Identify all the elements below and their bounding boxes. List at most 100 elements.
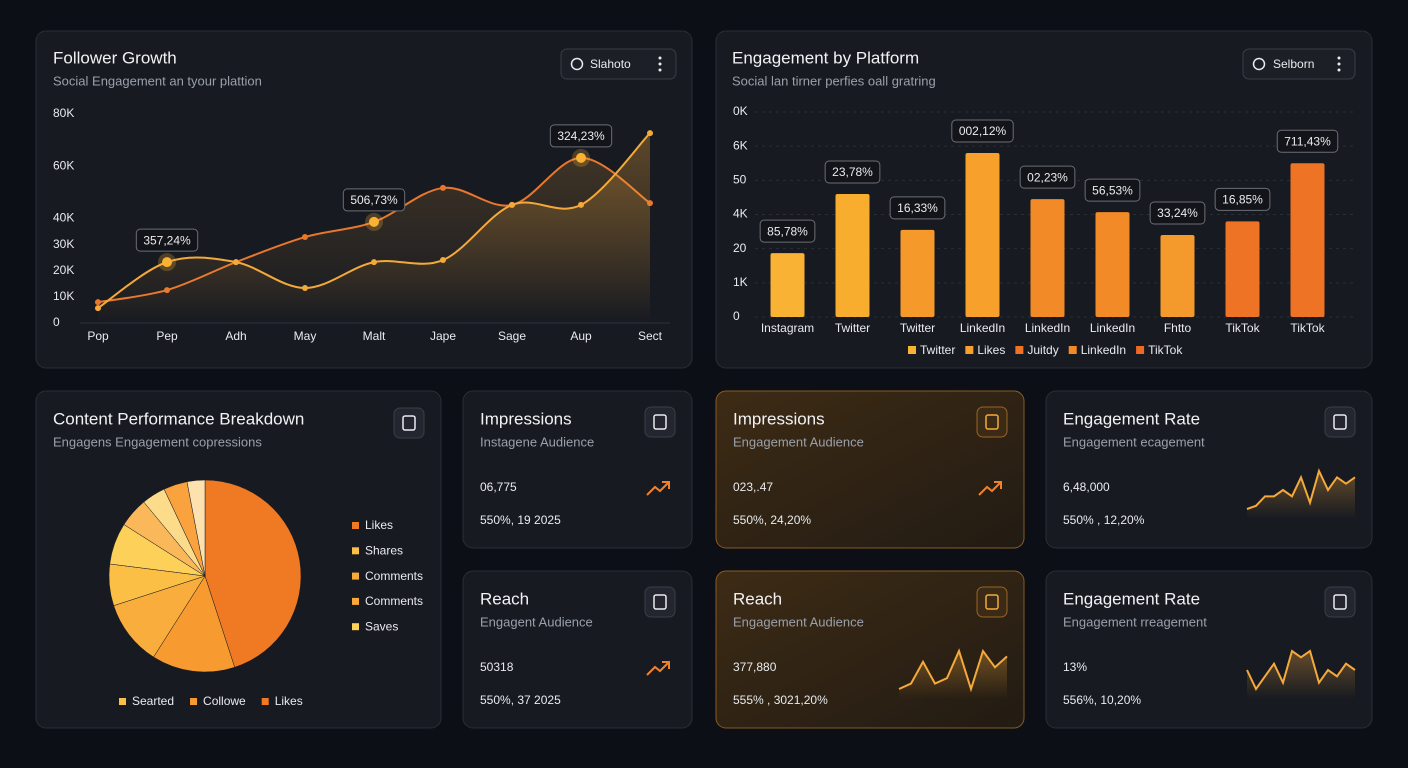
annotation: 324,23%: [549, 124, 613, 148]
annotation-label: 357,24%: [143, 233, 191, 247]
legend-label: Saves: [365, 619, 398, 633]
bar: [965, 153, 1000, 317]
card-subtitle: Engagement ecagement: [1063, 434, 1205, 449]
annotation-box: [889, 196, 946, 220]
annotation-box: [824, 160, 881, 184]
x-tick-label: Sage: [498, 329, 526, 343]
card-subtitle: Engagement Audience: [733, 434, 864, 449]
legend-swatch: [908, 346, 916, 354]
x-tick-label: Malt: [363, 329, 386, 343]
point: [578, 201, 584, 208]
button-label[interactable]: Slahoto: [590, 57, 631, 71]
kpi-card: Reach Engagement Audience 377,880 555% , 30…: [715, 570, 1025, 729]
card-value: 13%: [1063, 660, 1087, 674]
icon-frame[interactable]: [393, 407, 425, 439]
card-title: Reach: [480, 589, 529, 608]
icon-frame[interactable]: [644, 586, 676, 618]
highlight-point: [576, 152, 586, 163]
legend-label: Comments: [365, 594, 423, 608]
legend-swatch: [190, 698, 198, 705]
icon: [985, 594, 999, 610]
trend-icon: [646, 481, 670, 496]
y-tick-label: 10K: [53, 289, 74, 303]
icon: [653, 594, 667, 610]
point: [95, 305, 101, 312]
x-tick-label: LinkedIn: [960, 321, 1005, 335]
icon: [402, 415, 416, 431]
y-tick-label: 20K: [53, 263, 74, 277]
x-tick-label: Pep: [156, 329, 178, 343]
point: [302, 234, 308, 241]
card-title: Reach: [733, 589, 782, 608]
icon: [570, 57, 584, 71]
card-title: Impressions: [733, 409, 825, 428]
annotation-label: 506,73%: [350, 193, 398, 207]
legend-swatch: [1136, 346, 1145, 354]
panel-subtitle: Social Engagement an tyour plattion: [53, 73, 262, 88]
button[interactable]: Selborn: [1242, 48, 1356, 80]
point: [509, 201, 515, 208]
annotation: 357,24%: [135, 228, 199, 252]
trend-icon: [646, 661, 670, 676]
icon-button[interactable]: [393, 407, 425, 439]
button[interactable]: Slahoto: [560, 48, 677, 80]
icon-frame[interactable]: [1324, 406, 1356, 438]
legend-label: Searted: [132, 694, 174, 708]
annotation: 56,53%: [1084, 178, 1141, 202]
annotation-box: [759, 219, 816, 243]
annotation-label: 33,24%: [1157, 206, 1198, 220]
y-tick-label: 30K: [53, 237, 74, 251]
button-frame[interactable]: [560, 48, 677, 80]
legend-swatch: [1015, 346, 1024, 354]
x-tick-label: TikTok: [1290, 321, 1325, 335]
icon: [1337, 62, 1341, 66]
card-value: 023,.47: [733, 480, 773, 494]
bar: [1225, 221, 1260, 317]
point: [647, 130, 653, 137]
card-frame: [462, 570, 693, 729]
card-value: 6,48,000: [1063, 480, 1110, 494]
annotation-label: 02,23%: [1027, 170, 1068, 184]
card-subtitle: Engagement rreagement: [1063, 614, 1207, 629]
bar: [770, 253, 805, 317]
card-footer: 550%, 24,20%: [733, 513, 811, 527]
pie-slice: [204, 479, 302, 668]
icon-frame[interactable]: [644, 406, 676, 438]
x-tick-label: TikTok: [1225, 321, 1260, 335]
sparkline-area: [1247, 471, 1355, 519]
annotation-box: [1084, 178, 1141, 202]
y-tick-label: 0: [733, 309, 740, 323]
icon-frame[interactable]: [976, 586, 1008, 618]
legend-label: Likes: [977, 343, 1005, 357]
icon-frame[interactable]: [976, 406, 1008, 438]
button-label[interactable]: Selborn: [1273, 57, 1314, 71]
card-title: Impressions: [480, 409, 572, 428]
icon: [658, 68, 662, 72]
annotation-label: 56,53%: [1092, 183, 1133, 197]
legend-label: Collowe: [203, 694, 246, 708]
annotation-box: [135, 228, 199, 252]
legend-swatch: [352, 547, 359, 555]
y-tick-label: 1K: [733, 275, 748, 289]
legend-label: LinkedIn: [1081, 343, 1126, 357]
bar: [1160, 235, 1195, 317]
pie-slice: [153, 575, 235, 673]
icon: [658, 56, 662, 60]
legend-swatch: [352, 623, 359, 631]
bar: [1290, 163, 1325, 317]
point: [440, 257, 446, 264]
x-tick-label: Adh: [225, 329, 246, 343]
legend-swatch: [352, 597, 359, 605]
icon-frame[interactable]: [1324, 586, 1356, 618]
x-tick-label: Fhtto: [1164, 321, 1192, 335]
sparkline-area: [1247, 651, 1355, 699]
annotation-label: 23,78%: [832, 165, 873, 179]
panel-title: Engagement by Platform: [732, 48, 919, 67]
annotation-box: [1149, 201, 1206, 225]
card-footer: 550% , 12,20%: [1063, 513, 1145, 527]
button-frame[interactable]: [1242, 48, 1356, 80]
y-tick-label: 0K: [733, 104, 748, 118]
panel-subtitle: Engagens Engagement copressions: [53, 434, 262, 449]
annotation-box: [1019, 165, 1076, 189]
annotation-label: 16,33%: [897, 201, 938, 215]
